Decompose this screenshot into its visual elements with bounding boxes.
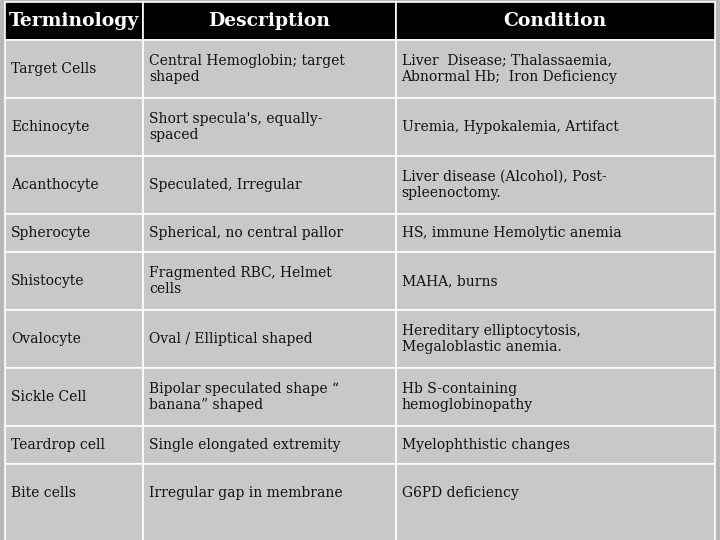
Text: Liver disease (Alcohol), Post-
spleenoctomy.: Liver disease (Alcohol), Post- spleenoct… <box>402 170 606 200</box>
Text: Description: Description <box>209 12 330 30</box>
Bar <box>395 368 715 426</box>
Bar <box>143 2 395 40</box>
Text: Single elongated extremity: Single elongated extremity <box>150 438 341 452</box>
Text: G6PD deficiency: G6PD deficiency <box>402 485 518 500</box>
Bar <box>395 310 715 368</box>
Bar <box>395 40 715 98</box>
Bar <box>143 368 395 426</box>
Bar <box>143 252 395 310</box>
Bar <box>395 214 715 252</box>
Bar <box>5 464 143 540</box>
Bar <box>143 40 395 98</box>
Text: Irregular gap in membrane: Irregular gap in membrane <box>150 485 343 500</box>
Bar <box>143 98 395 156</box>
Bar <box>5 252 143 310</box>
Bar <box>5 2 143 40</box>
Text: Condition: Condition <box>503 12 607 30</box>
Text: Short specula's, equally-
spaced: Short specula's, equally- spaced <box>150 112 323 143</box>
Text: Terminology: Terminology <box>9 12 140 30</box>
Text: Fragmented RBC, Helmet
cells: Fragmented RBC, Helmet cells <box>150 266 332 296</box>
Text: Oval / Elliptical shaped: Oval / Elliptical shaped <box>150 332 313 346</box>
Bar <box>395 98 715 156</box>
Bar <box>5 214 143 252</box>
Text: Acanthocyte: Acanthocyte <box>11 178 99 192</box>
Bar <box>5 368 143 426</box>
Bar <box>143 310 395 368</box>
Text: Teardrop cell: Teardrop cell <box>11 438 105 452</box>
Text: Central Hemoglobin; target
shaped: Central Hemoglobin; target shaped <box>150 53 346 84</box>
Bar <box>395 156 715 214</box>
Bar <box>143 426 395 464</box>
Bar <box>5 40 143 98</box>
Text: Hereditary elliptocytosis,
Megaloblastic anemia.: Hereditary elliptocytosis, Megaloblastic… <box>402 323 580 354</box>
Text: Spherocyte: Spherocyte <box>11 226 91 240</box>
Text: Bite cells: Bite cells <box>11 485 76 500</box>
Text: Bipolar speculated shape “
banana” shaped: Bipolar speculated shape “ banana” shape… <box>150 382 339 413</box>
Text: Spherical, no central pallor: Spherical, no central pallor <box>150 226 343 240</box>
Text: Hb S-containing
hemoglobinopathy: Hb S-containing hemoglobinopathy <box>402 382 533 413</box>
Text: Ovalocyte: Ovalocyte <box>11 332 81 346</box>
Text: HS, immune Hemolytic anemia: HS, immune Hemolytic anemia <box>402 226 621 240</box>
Bar <box>143 214 395 252</box>
Text: Uremia, Hypokalemia, Artifact: Uremia, Hypokalemia, Artifact <box>402 120 618 134</box>
Text: Target Cells: Target Cells <box>11 62 96 76</box>
Text: Sickle Cell: Sickle Cell <box>11 390 86 404</box>
Bar <box>395 2 715 40</box>
Text: Shistocyte: Shistocyte <box>11 274 84 288</box>
Bar <box>143 156 395 214</box>
Bar <box>5 426 143 464</box>
Text: Liver  Disease; Thalassaemia,
Abnormal Hb;  Iron Deficiency: Liver Disease; Thalassaemia, Abnormal Hb… <box>402 53 617 84</box>
Text: MAHA, burns: MAHA, burns <box>402 274 497 288</box>
Text: Echinocyte: Echinocyte <box>11 120 89 134</box>
Bar <box>143 464 395 540</box>
Bar <box>5 310 143 368</box>
Bar <box>395 464 715 540</box>
Bar <box>5 156 143 214</box>
Bar <box>395 426 715 464</box>
Bar <box>395 252 715 310</box>
Text: Speculated, Irregular: Speculated, Irregular <box>150 178 302 192</box>
Text: Myelophthistic changes: Myelophthistic changes <box>402 438 570 452</box>
Bar <box>5 98 143 156</box>
